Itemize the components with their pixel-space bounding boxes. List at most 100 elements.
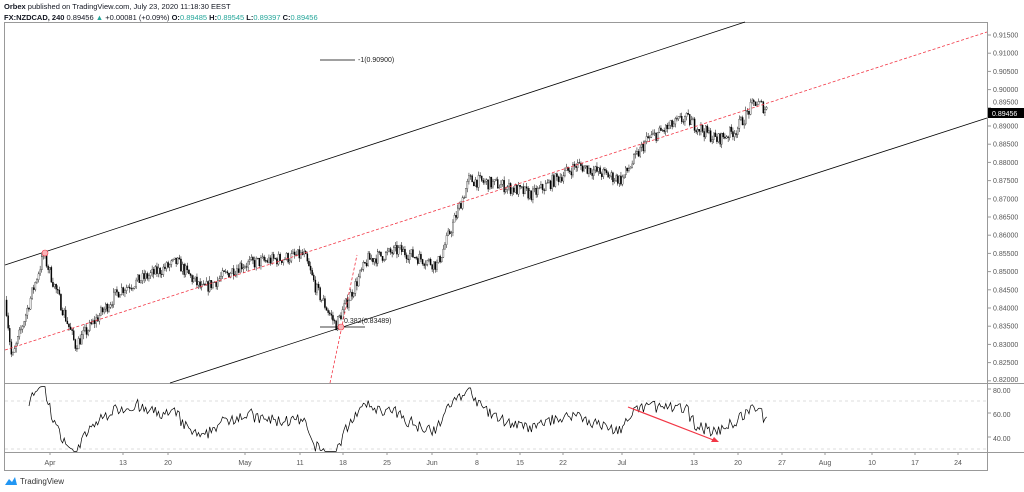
candle — [141, 273, 144, 281]
candle — [293, 251, 296, 255]
candle — [65, 309, 67, 322]
candle — [722, 133, 725, 138]
candle — [559, 177, 561, 182]
candle — [175, 257, 177, 265]
candle — [223, 270, 225, 272]
candle — [695, 130, 697, 133]
candle — [268, 257, 270, 263]
candle — [364, 262, 366, 264]
price-tick-label: 0.91000 — [993, 51, 1018, 58]
candle — [485, 179, 488, 182]
candle — [236, 268, 238, 275]
candle — [564, 170, 566, 176]
candle — [572, 164, 574, 176]
candle — [570, 171, 573, 176]
price-axis[interactable]: 0.91500 0.91000 0.90500 0.90000 0.89500 0.890… — [987, 33, 1018, 384]
candle — [207, 281, 209, 292]
candle — [492, 181, 494, 188]
price-tick-label: 0.91500 — [993, 33, 1018, 40]
price-tick-label: 0.89000 — [993, 124, 1018, 131]
candle — [719, 133, 721, 145]
candle — [645, 136, 648, 142]
candle — [431, 264, 433, 270]
time-axis[interactable]: Apr 13 20 May 11 18 25 Jun 8 15 22 Jul 13 20 27 Aug 10 17… — [45, 452, 962, 467]
anchor-point[interactable] — [41, 249, 49, 257]
candle — [684, 116, 686, 123]
fib-trend-line[interactable] — [329, 254, 358, 384]
candle — [452, 221, 454, 233]
candle — [50, 267, 53, 283]
candle — [245, 266, 248, 268]
candle — [165, 262, 168, 269]
candle — [388, 248, 390, 252]
time-tick-label: 18 — [339, 460, 347, 467]
candle — [577, 162, 579, 168]
candle — [218, 278, 221, 281]
rsi-tick-label: 40.00 — [993, 436, 1011, 443]
open-value: 0.89485 — [179, 13, 208, 22]
candle — [344, 298, 347, 304]
last-price-tag — [988, 108, 1024, 118]
candle — [316, 284, 318, 293]
candle — [533, 188, 536, 190]
channel-upper-line[interactable] — [4, 21, 746, 266]
candle — [589, 167, 592, 174]
candle — [24, 314, 27, 322]
candle — [197, 281, 200, 286]
candle — [553, 175, 555, 187]
candle — [264, 260, 267, 262]
anchor-point[interactable] — [337, 323, 345, 331]
time-tick-label: 20 — [734, 460, 742, 467]
candle — [464, 188, 467, 199]
candle — [239, 263, 241, 273]
divergence-arrow[interactable] — [627, 406, 717, 442]
candle — [730, 126, 733, 132]
candle — [578, 162, 581, 164]
candle — [444, 244, 446, 250]
candle — [63, 309, 65, 316]
candle — [529, 190, 531, 199]
candle — [440, 257, 443, 263]
candle — [205, 281, 208, 286]
candle — [196, 276, 198, 286]
candle — [312, 274, 315, 281]
price-tick-label: 0.82000 — [993, 377, 1018, 384]
candle — [325, 307, 328, 311]
candle — [743, 123, 745, 126]
drawings: -1(0.90900) 0.382(0.83489) — [4, 21, 988, 384]
channel-lower-line[interactable] — [169, 117, 988, 384]
candle — [36, 279, 38, 283]
candle — [152, 269, 155, 275]
candle — [472, 181, 475, 187]
publisher-name[interactable]: Orbex — [4, 2, 26, 11]
candle — [703, 131, 705, 138]
candle — [372, 258, 374, 263]
channel-mid-line[interactable] — [4, 31, 988, 351]
candle — [754, 101, 757, 106]
candle — [495, 179, 497, 181]
candle — [402, 249, 405, 252]
candle — [453, 215, 456, 223]
candle — [456, 207, 459, 218]
candle — [663, 129, 665, 132]
candle — [340, 315, 342, 320]
candle — [673, 123, 675, 127]
candle — [434, 261, 437, 270]
candle — [647, 136, 649, 139]
candle — [516, 184, 518, 195]
candle — [127, 286, 129, 288]
candle — [573, 164, 576, 167]
candle — [208, 280, 211, 292]
candle — [765, 106, 768, 110]
candle — [631, 163, 633, 168]
candle — [418, 254, 421, 264]
candle — [111, 304, 113, 306]
candle — [749, 101, 752, 115]
candle — [738, 118, 741, 129]
candle — [540, 184, 542, 188]
tradingview-logo[interactable]: TradingView — [5, 476, 64, 486]
candle — [501, 180, 504, 185]
candle — [524, 186, 526, 194]
candle — [424, 264, 427, 266]
